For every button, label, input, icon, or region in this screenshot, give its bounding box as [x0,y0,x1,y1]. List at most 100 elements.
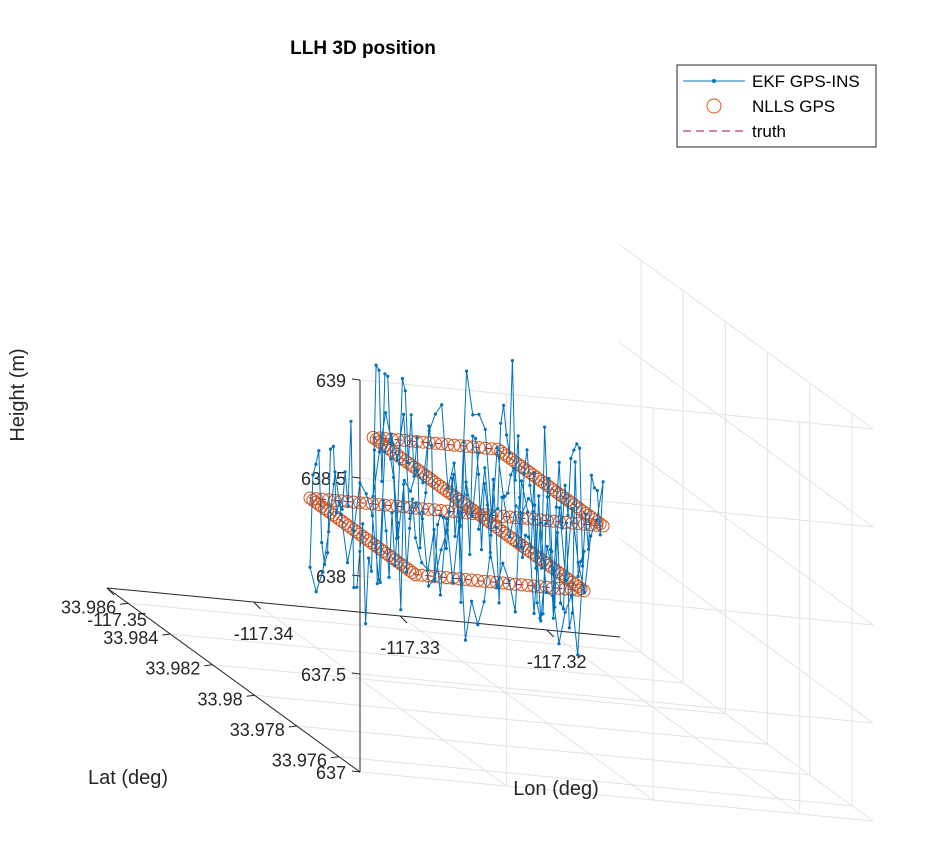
ekf-point [444,546,448,551]
ekf-point [482,482,486,486]
ekf-point [589,473,594,477]
ekf-point [595,488,599,493]
grid-line [619,440,874,626]
ekf-point [334,511,338,515]
ekf-point [507,579,511,583]
ekf-point [557,642,561,646]
ekf-point [396,521,400,525]
legend-box [676,64,877,148]
ekf-point [499,421,503,425]
ekf-point [438,513,443,517]
ekf-point [427,424,431,428]
ekf-point [420,517,424,521]
ekf-point [393,563,397,567]
grid-line [359,771,874,822]
y-axis-line [106,587,361,773]
ekf-point [488,555,492,560]
ekf-point [496,507,500,511]
ekf-point [358,549,362,554]
ekf-point [447,510,451,514]
ekf-point [534,566,538,570]
ekf-point [579,559,583,563]
ekf-point [532,611,536,616]
ekf-point [377,368,381,372]
ekf-point [489,513,494,517]
ekf-point [400,376,404,381]
ekf-point [364,492,368,496]
ekf-point [412,474,416,478]
ekf-point [520,555,525,560]
nlls-point [458,572,472,586]
x-tick-label: -117.35 [87,610,147,630]
z-tick-label: 637.5 [301,665,346,685]
ekf-point [406,461,410,465]
ekf-point [584,512,588,516]
ekf-point [495,586,499,590]
ekf-point [468,552,472,557]
grid-line [359,477,874,528]
grid-line [253,601,507,787]
ekf-point [471,434,475,438]
ekf-point [456,500,460,504]
ekf-point [592,486,597,490]
y-tick-label: 33.976 [272,751,327,771]
grid-line [619,244,874,430]
ekf-point [395,536,399,541]
grid-line [128,602,642,653]
z-tick-mark [351,770,361,773]
ekf-point [320,570,325,574]
x-tick-label: -117.32 [527,652,587,672]
ekf-point [558,601,563,605]
nlls-point [465,573,479,587]
ekf-point [544,590,549,595]
ekf-point [477,527,481,531]
nlls-point [309,492,323,506]
nlls-point [497,509,510,523]
ekf-point [510,359,514,363]
ekf-point [470,514,474,519]
ekf-point [539,619,543,623]
ekf-point [326,551,330,555]
ekf-point [323,562,327,567]
x-axis-line [106,587,621,638]
ekf-point [445,517,449,521]
ekf-point [465,493,469,497]
ekf-point [328,447,333,451]
ekf-point [570,611,574,615]
z-tick-mark [351,672,361,675]
ekf-point [403,389,407,393]
ekf-point [453,534,457,539]
ekf-point [564,579,568,583]
ekf-series [308,359,605,657]
nlls-point [527,579,541,593]
legend-entry-nlls: NLLS GPS [706,97,835,116]
ekf-point [383,450,387,454]
nlls-point [359,496,373,510]
ekf-point [314,590,318,594]
ekf-point [424,491,428,495]
ekf-point [526,496,531,501]
ekf-point [450,476,454,480]
y-tick-label: 33.98 [198,689,243,709]
ekf-point [320,541,324,545]
ekf-point [557,506,562,510]
ekf-point [576,560,580,565]
ekf-point [441,516,445,520]
nlls-point [428,503,442,517]
z-tick-mark [351,476,361,479]
x-tick-label: -117.33 [380,638,440,658]
axes [106,378,621,773]
ekf-point [576,653,580,657]
ekf-point [349,419,353,423]
ekf-point [358,481,362,485]
ekf-point [367,556,371,560]
ekf-point [560,526,564,530]
ekf-point [479,548,484,552]
ekf-point [445,528,449,532]
ekf-point [554,505,558,509]
ekf-point [378,580,382,585]
ekf-point [566,513,570,517]
grid-line [546,629,800,815]
ekf-point [477,451,481,455]
